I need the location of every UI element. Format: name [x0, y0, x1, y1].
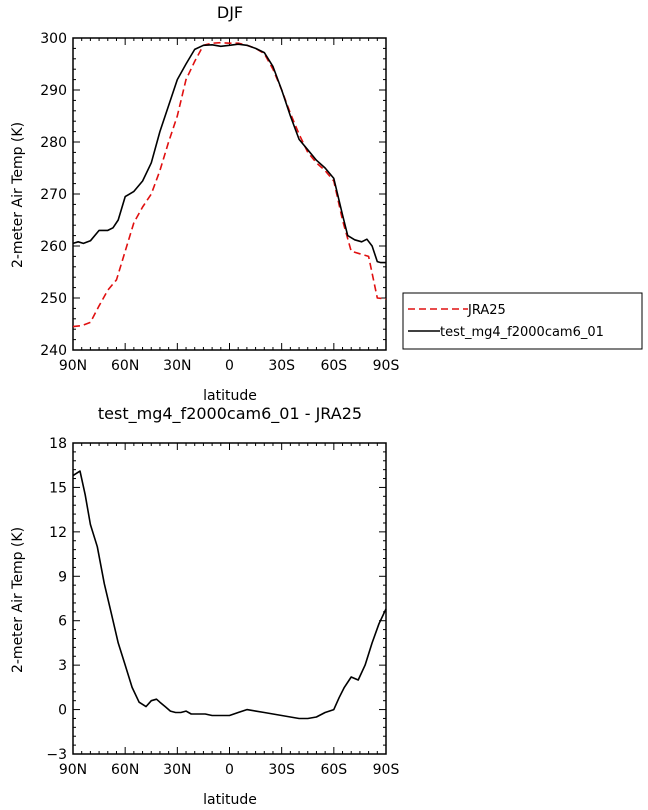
y-tick-label: 0 [58, 703, 67, 719]
y-tick-label: −3 [46, 747, 67, 763]
x-tick-label: 90N [59, 358, 87, 374]
x-tick-label: 60S [320, 358, 347, 374]
panel-title: DJF [217, 3, 243, 22]
y-axis: −3 0 3 6 9 12 15 18 [46, 436, 386, 763]
x-tick-label: 30N [163, 762, 191, 778]
x-tick-label: 30N [163, 358, 191, 374]
y-tick-label: 9 [58, 569, 67, 585]
y-tick-label: 240 [40, 343, 67, 359]
x-tick-label: 90S [373, 358, 400, 374]
x-tick-label: 60N [111, 762, 139, 778]
panel-djf: DJF 90N 60N 30N 0 30S 60S 90S 2402502602702802… [10, 3, 643, 404]
panel-difference: test_mg4_f2000cam6_01 - JRA25 90N 60N 30N 0… [10, 404, 399, 808]
legend: JRA25 test_mg4_f2000cam6_01 [402, 292, 643, 350]
x-axis-label: latitude [203, 792, 257, 808]
y-tick-label: 250 [40, 291, 67, 307]
legend-label-jra25: JRA25 [467, 303, 506, 318]
y-tick-label: 18 [49, 436, 67, 452]
y-tick-label: 6 [58, 614, 67, 630]
y-tick-label: 280 [40, 135, 67, 151]
y-axis-label: 2-meter Air Temp (K) [10, 122, 26, 268]
x-tick-label: 0 [225, 762, 234, 778]
y-tick-label: 3 [58, 658, 67, 674]
panel-title: test_mg4_f2000cam6_01 - JRA25 [98, 404, 362, 424]
x-tick-label: 90N [59, 762, 87, 778]
x-tick-label: 30S [268, 358, 295, 374]
x-tick-label: 90S [373, 762, 400, 778]
x-tick-label: 60S [320, 762, 347, 778]
series-group [72, 41, 387, 328]
series-group [72, 470, 387, 720]
y-tick-label: 290 [40, 83, 67, 99]
y-tick-label: 300 [40, 31, 67, 47]
top-series-line-test-mg4-f2000cam6-01 [72, 43, 386, 264]
top-series-line-jra25 [72, 41, 387, 328]
bottom-series-line-diff-0 [72, 470, 387, 720]
legend-label-test: test_mg4_f2000cam6_01 [440, 325, 604, 340]
y-tick-label: 260 [40, 239, 67, 255]
y-axis-label: 2-meter Air Temp (K) [10, 527, 26, 673]
x-tick-label: 60N [111, 358, 139, 374]
y-tick-label: 12 [49, 525, 67, 541]
legend-frame [402, 292, 643, 350]
y-tick-label: 270 [40, 187, 67, 203]
x-axis-label: latitude [203, 388, 257, 404]
y-axis: 240 250 260 270 280 290 300 [40, 31, 386, 359]
x-axis: 90N 60N 30N 0 30S 60S 90S [59, 443, 400, 778]
plot-frame [72, 442, 387, 755]
x-axis: 90N 60N 30N 0 30S 60S 90S [59, 38, 400, 374]
plot-frame [72, 37, 387, 351]
x-tick-label: 0 [225, 358, 234, 374]
y-tick-label: 15 [49, 480, 67, 496]
x-tick-label: 30S [268, 762, 295, 778]
